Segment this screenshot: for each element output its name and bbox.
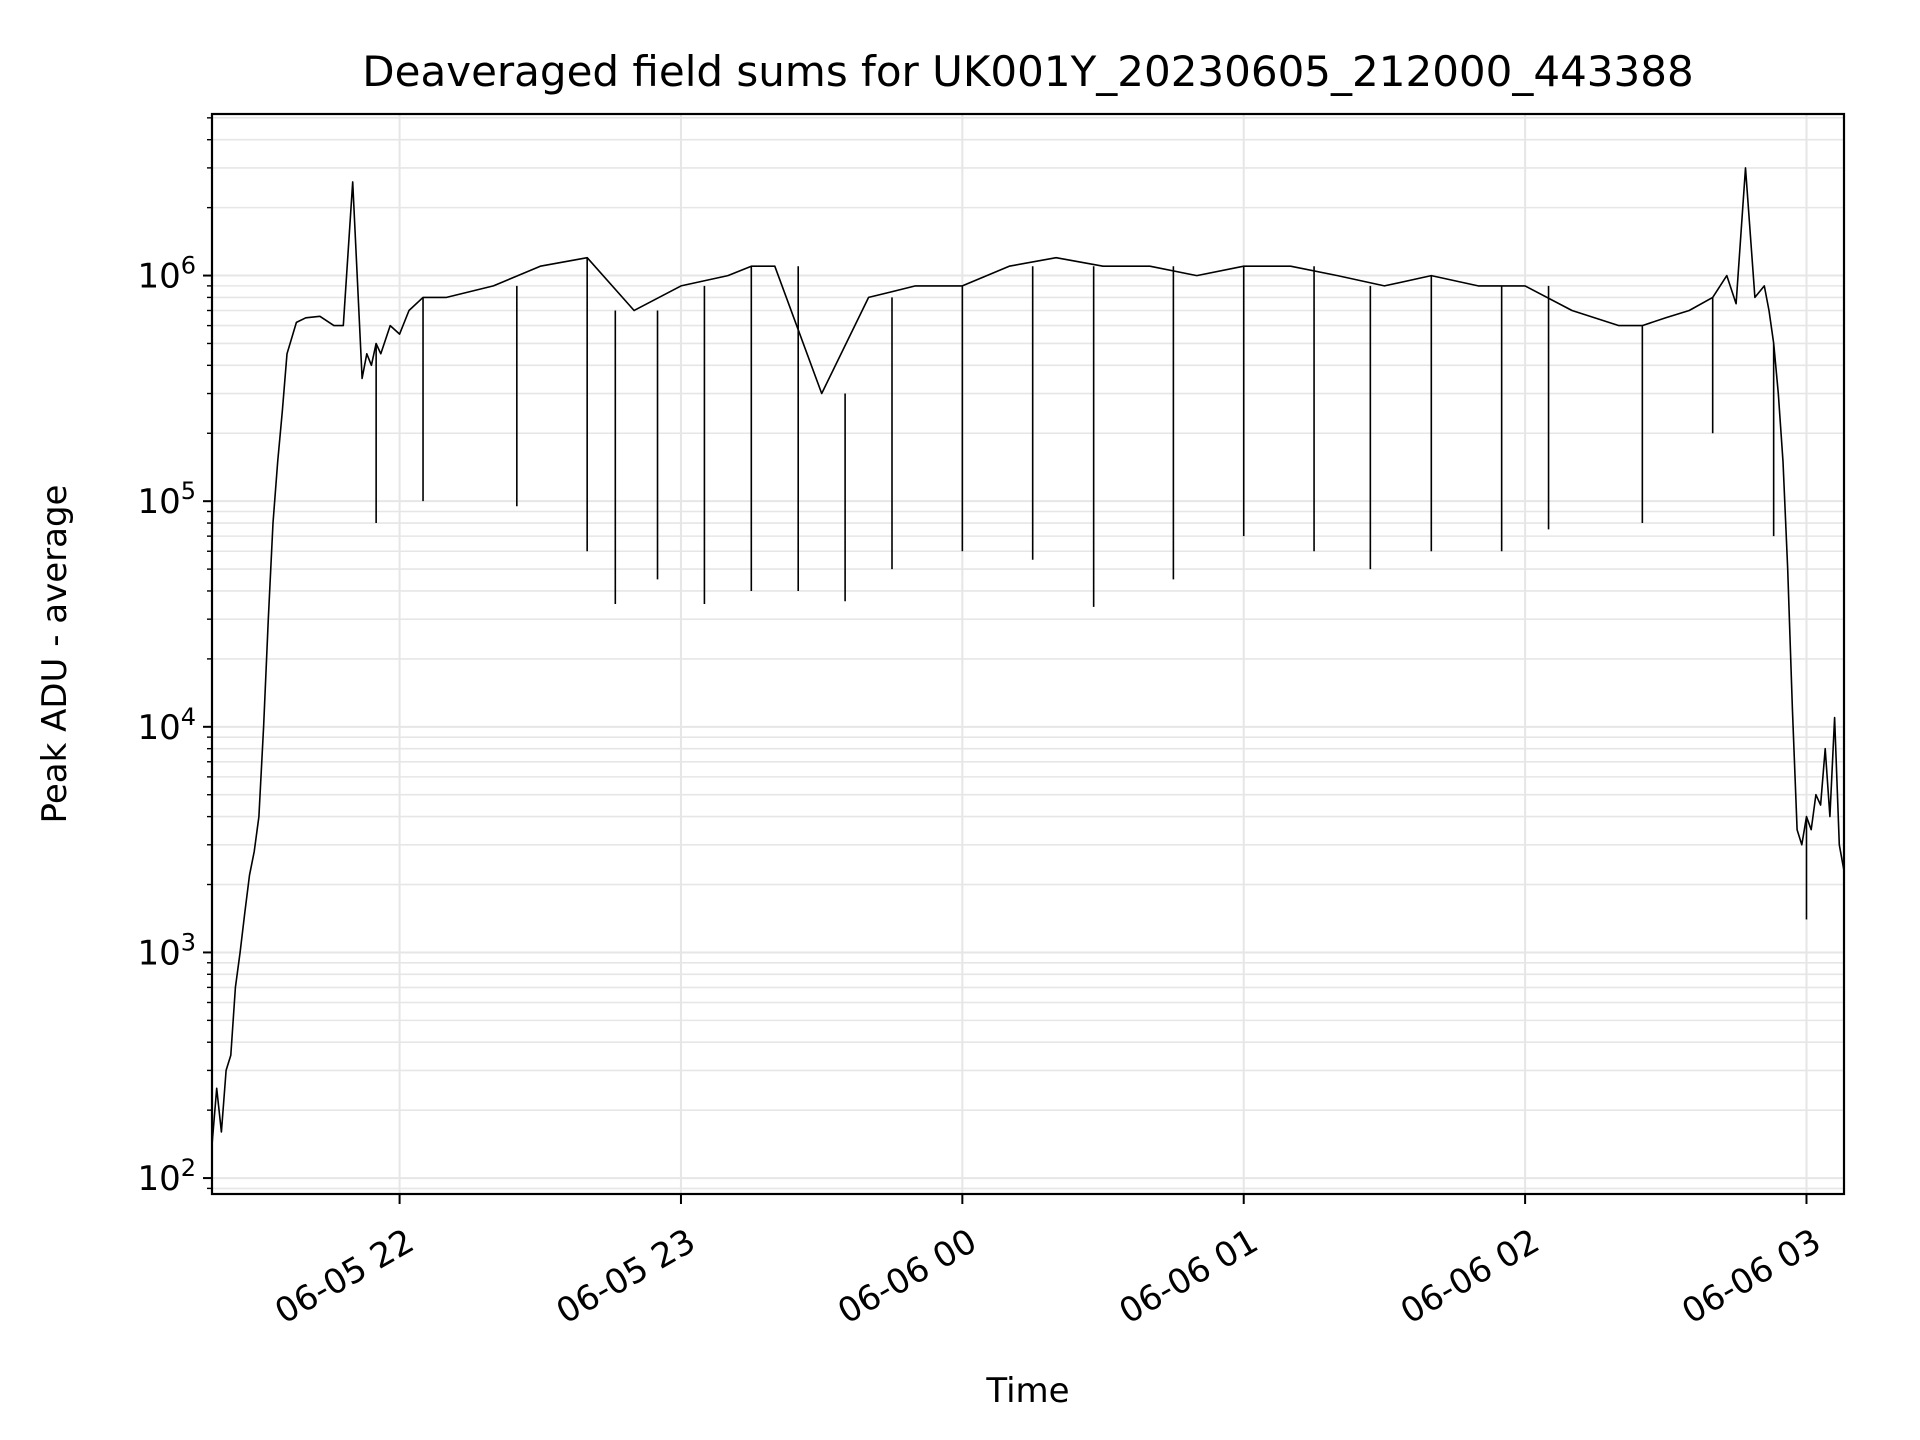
- y-tick-label: 104: [137, 703, 196, 748]
- plot-frame: [210, 112, 1846, 1196]
- y-axis-label: Peak ADU - average: [35, 485, 75, 824]
- y-tick-label: 102: [137, 1154, 196, 1199]
- y-tick-label: 103: [137, 928, 196, 973]
- chart-title: Deaveraged field sums for UK001Y_2023060…: [362, 47, 1693, 96]
- series-layer: [211, 167, 1845, 1146]
- series-line: [211, 167, 1845, 1146]
- y-tick-label: 105: [137, 477, 196, 522]
- x-axis-label: Time: [985, 1371, 1069, 1411]
- y-tick-label: 106: [137, 252, 196, 297]
